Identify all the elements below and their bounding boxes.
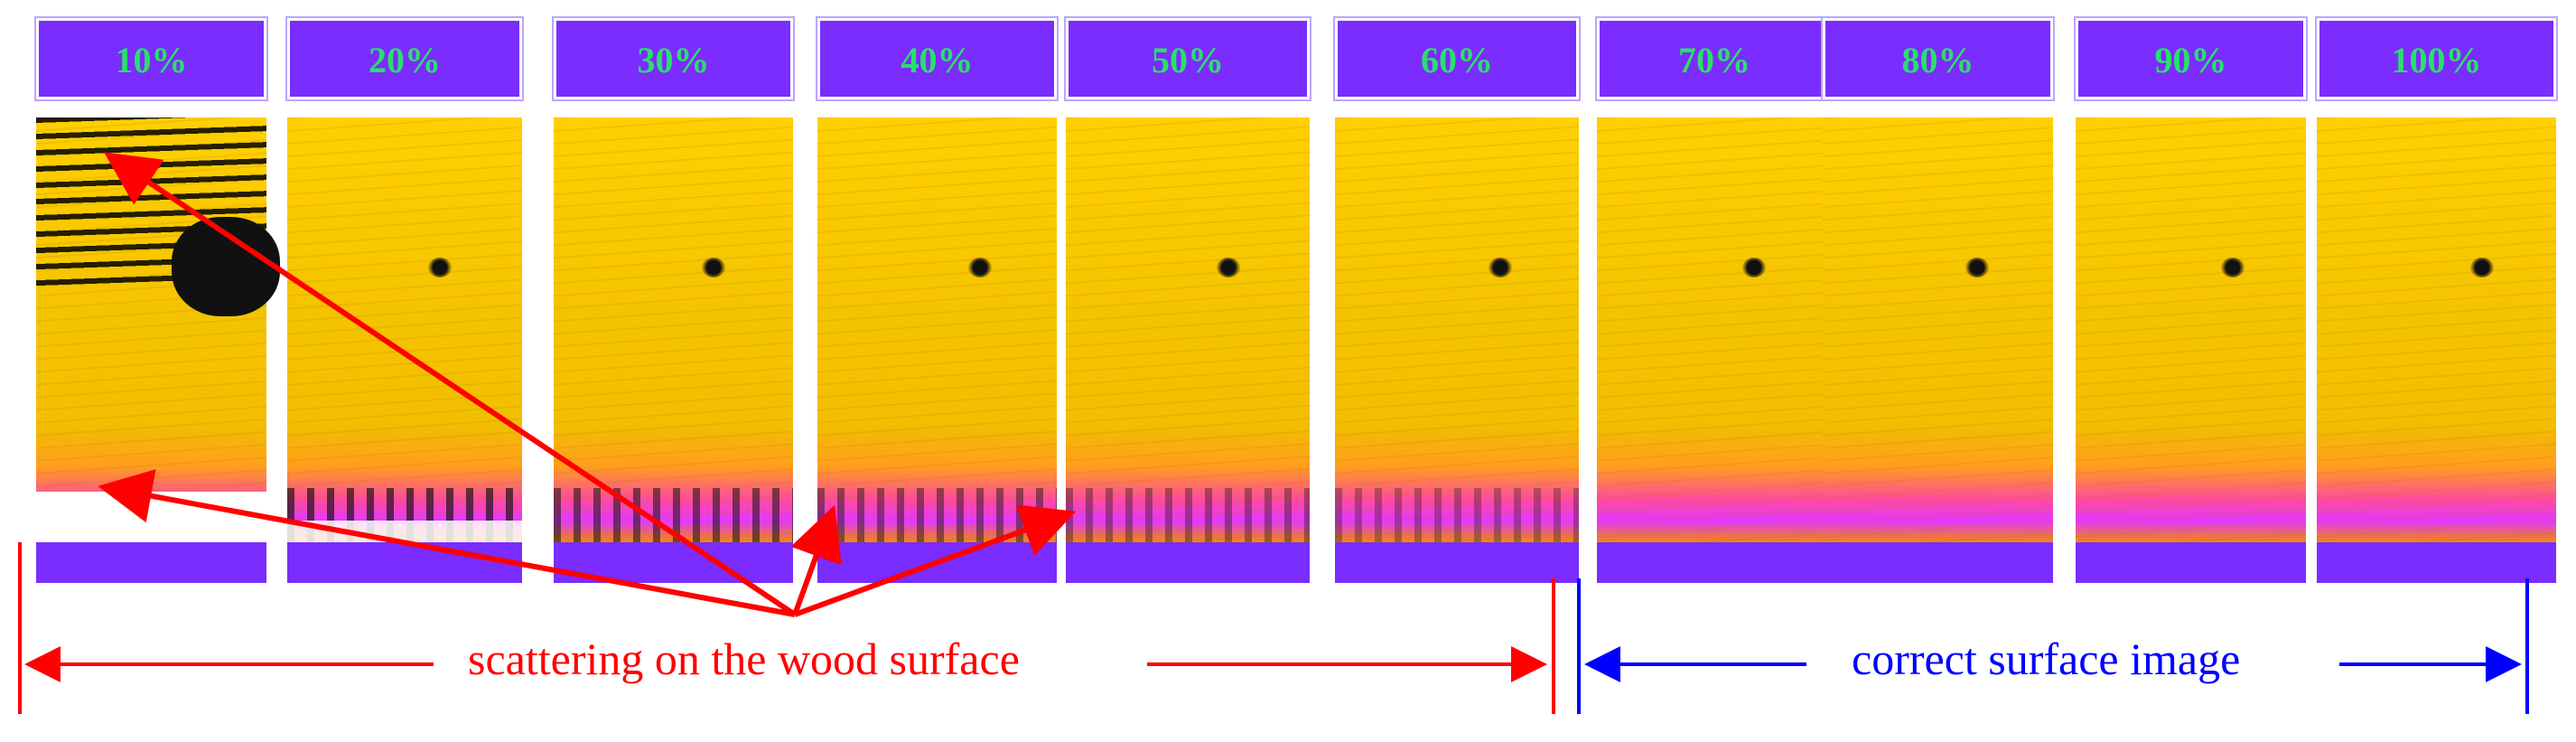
panel-4: 40% [817, 18, 1057, 583]
wood-surface-scan [2076, 117, 2306, 542]
wood-surface-scan [1823, 117, 2053, 542]
correct-range [1577, 578, 2529, 714]
panel-footer-bar [1823, 542, 2053, 583]
callout-arrow-10-bottom [98, 469, 796, 617]
panel-percent-label: 50% [1152, 40, 1224, 80]
panel-header-bar: 60% [1335, 18, 1579, 99]
wood-surface-scan [554, 117, 793, 542]
wood-knot [967, 258, 992, 277]
wood-knot [2220, 258, 2245, 277]
panel-5: 50% [1066, 18, 1310, 583]
panel-footer-bar [1066, 542, 1310, 583]
wood-surface-scan [1335, 117, 1579, 542]
panel-1: 10% [36, 18, 280, 583]
panel-header-bar: 50% [1066, 18, 1310, 99]
wood-surface-scan [2317, 117, 2556, 542]
panel-8: 80% [1823, 18, 2053, 583]
wood-knot [1742, 258, 1767, 277]
panel-percent-label: 20% [369, 40, 441, 80]
wood-grain-texture [1066, 117, 1310, 542]
panel-percent-label: 100% [2391, 40, 2482, 80]
wood-grain-texture [817, 117, 1057, 542]
panel-percent-label: 40% [901, 40, 974, 80]
wood-surface-scan [287, 117, 522, 542]
missing-data-region [287, 521, 522, 542]
panel-10: 100% [2317, 18, 2556, 583]
panel-header-bar: 90% [2076, 18, 2306, 99]
panel-footer-bar [2317, 542, 2556, 583]
callout-arrow-10-top [104, 152, 797, 617]
wood-grain-texture [2076, 117, 2306, 542]
panel-header-bar: 40% [817, 18, 1057, 99]
callout-arrow-40 [790, 504, 842, 616]
panel-header-bar: 100% [2317, 18, 2556, 99]
panel-footer-bar [287, 542, 522, 583]
wood-surface-scan [1066, 117, 1310, 542]
wood-grain-texture [1335, 117, 1579, 542]
wood-knot [2469, 258, 2494, 277]
wood-knot [1965, 258, 1990, 277]
wood-knot [1217, 258, 1241, 277]
panel-percent-label: 70% [1678, 40, 1750, 80]
panel-2: 20% [287, 18, 522, 583]
panel-7: 70% [1597, 18, 1832, 583]
scatter-noise-bottom [1066, 488, 1310, 542]
panel-header-bar: 20% [287, 18, 522, 99]
panel-header-bar: 30% [554, 18, 793, 99]
panel-3: 30% [554, 18, 793, 583]
panel-footer-bar [1335, 542, 1579, 583]
wood-knot [702, 258, 726, 277]
scattering-range [18, 542, 1555, 714]
scatter-noise-bottom [1335, 488, 1579, 542]
callout-arrow-50 [793, 504, 1077, 617]
panel-percent-label: 60% [1421, 40, 1493, 80]
scattering-callout-arrows [98, 152, 1077, 617]
scattering-caption: scattering on the wood surface [468, 634, 1020, 684]
wood-grain-texture [287, 117, 522, 542]
wood-knot [1489, 258, 1513, 277]
wood-surface-scan [817, 117, 1057, 542]
wood-surface-scan [1597, 117, 1832, 542]
panel-footer-bar [36, 542, 266, 583]
wood-grain-texture [1823, 117, 2053, 542]
wood-knot [428, 258, 452, 277]
panel-footer-bar [2076, 542, 2306, 583]
panel-percent-label: 30% [637, 40, 710, 80]
panel-header-bar: 70% [1597, 18, 1832, 99]
wood-grain-texture [1597, 117, 1832, 542]
panel-header-bar: 10% [36, 18, 266, 99]
correct-caption: correct surface image [1852, 634, 2241, 684]
panel-percent-label: 80% [1901, 40, 1974, 80]
panel-footer-bar [1597, 542, 1832, 583]
panel-6: 60% [1335, 18, 1579, 583]
wood-grain-texture [554, 117, 793, 542]
wood-grain-texture [2317, 117, 2556, 542]
panel-percent-label: 90% [2154, 40, 2227, 80]
panel-header-bar: 80% [1823, 18, 2053, 99]
panel-percent-label: 10% [115, 40, 188, 80]
panel-9: 90% [2076, 18, 2306, 583]
